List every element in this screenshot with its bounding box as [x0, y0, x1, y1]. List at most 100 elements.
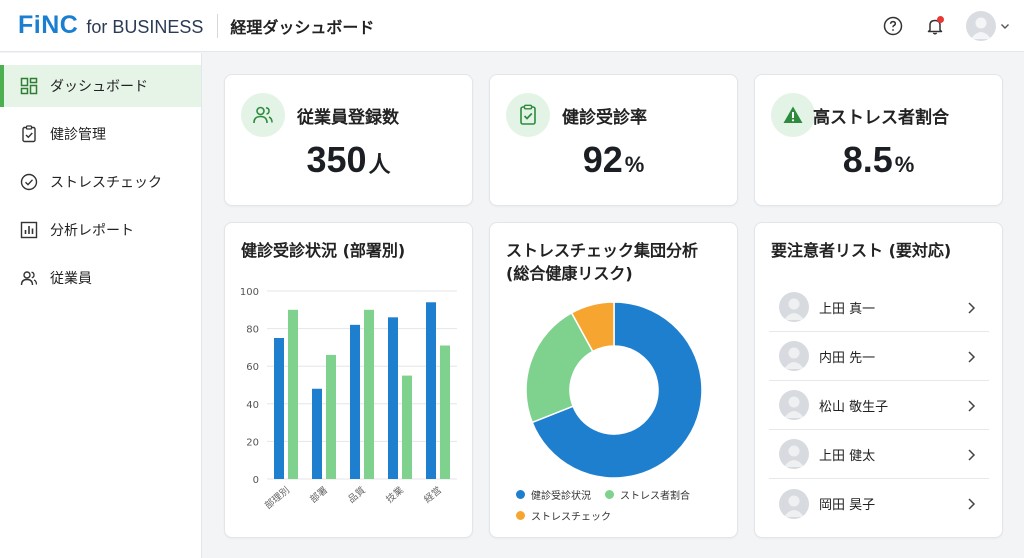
legend-swatch — [516, 511, 525, 520]
y-tick-label: 60 — [246, 362, 259, 373]
avatar — [779, 341, 809, 371]
bar — [350, 324, 360, 479]
legend-item: ストレス者割合 — [605, 487, 690, 502]
bar — [312, 388, 322, 479]
chevron-right-icon[interactable] — [965, 349, 977, 368]
sidebar-item-employees[interactable]: 従業員 — [0, 257, 201, 299]
kpi-card-high-stress: 高ストレス者割合 8.5% — [754, 74, 1003, 206]
donut-slice — [570, 301, 615, 353]
users-icon — [20, 269, 38, 287]
logo-suffix: for BUSINESS — [86, 17, 204, 37]
stress-analysis-card: ストレスチェック集団分析 (総合健康リスク) 健診受診状況 ストレス者割合 スト… — [489, 222, 738, 538]
bar — [440, 345, 450, 479]
person-name: 上田 真一 — [819, 301, 876, 317]
sidebar-item-health-checkup[interactable]: 健診管理 — [0, 113, 201, 155]
kpi-label: 従業員登録数 — [297, 107, 399, 128]
y-tick-label: 80 — [246, 325, 259, 336]
kpi-unit: % — [894, 152, 915, 177]
chevron-right-icon[interactable] — [965, 447, 977, 466]
avatar — [779, 390, 809, 420]
notification-badge — [937, 16, 944, 23]
bar-chart-icon — [20, 221, 38, 239]
page-title: 経理ダッシュボード — [230, 17, 375, 37]
header-divider — [217, 13, 219, 38]
kpi-unit: 人 — [368, 152, 391, 177]
attention-list-card: 要注意者リスト (要対応) 上田 真一 内田 先一 松山 敬生子 上田 健太 岡… — [754, 222, 1003, 538]
stress-donut-chart — [525, 301, 703, 479]
sidebar-item-label: ストレスチェック — [50, 175, 162, 191]
sidebar-item-analysis-report[interactable]: 分析レポート — [0, 209, 201, 251]
sidebar: ダッシュボード 健診管理 ストレスチェック 分析レポート 従業員 — [0, 53, 202, 558]
chevron-right-icon[interactable] — [965, 496, 977, 515]
person-name: 岡田 昊子 — [819, 498, 876, 513]
list-item[interactable]: 岡田 昊子 — [769, 479, 989, 528]
list-item[interactable]: 上田 真一 — [769, 283, 989, 332]
list-item[interactable]: 松山 敬生子 — [769, 381, 989, 430]
legend-label: 健診受診状況 — [531, 491, 591, 502]
legend-item: 健診受診状況 — [516, 487, 591, 502]
sidebar-item-label: ダッシュボード — [50, 79, 148, 95]
card-title-line2: (総合健康リスク) — [506, 264, 633, 283]
avatar — [779, 292, 809, 322]
clipboard-check-icon — [506, 93, 550, 137]
card-title-line1: ストレスチェック集団分析 — [506, 241, 699, 260]
bar — [326, 354, 336, 479]
kpi-number: 350 — [306, 139, 367, 180]
x-tick-label: 品質 — [346, 484, 368, 505]
bar — [274, 338, 284, 479]
avatar — [779, 439, 809, 469]
card-title: ストレスチェック集団分析 (総合健康リスク) — [506, 239, 698, 285]
kpi-value-high-stress: 8.5% — [755, 139, 1002, 181]
top-header: FiNC for BUSINESS 経理ダッシュボード — [0, 0, 1024, 52]
legend-item: ストレスチェック — [516, 508, 611, 523]
header-actions — [862, 0, 1010, 52]
checkup-bar-chart: 0 20 40 60 80 100 部理別 部署 品質 技業 経営 — [240, 287, 457, 512]
x-tick-label: 技業 — [384, 484, 407, 506]
list-item[interactable]: 内田 先一 — [769, 332, 989, 381]
chevron-right-icon[interactable] — [965, 300, 977, 319]
person-name: 内田 先一 — [819, 350, 876, 366]
kpi-label: 健診受診率 — [562, 107, 647, 128]
bar — [402, 375, 412, 479]
bar — [288, 309, 298, 479]
y-tick-label: 40 — [246, 400, 259, 411]
sidebar-item-label: 健診管理 — [50, 127, 106, 143]
kpi-number: 92 — [582, 139, 623, 180]
kpi-value-checkup-rate: 92% — [490, 139, 737, 181]
bar — [388, 317, 398, 479]
kpi-number: 8.5 — [842, 139, 893, 180]
card-title: 要注意者リスト (要対応) — [771, 241, 952, 260]
donut-slice — [531, 301, 703, 479]
legend-label: ストレス者割合 — [620, 491, 690, 502]
card-title: 健診受診状況 (部署別) — [241, 241, 406, 260]
kpi-card-employees: 従業員登録数 350人 — [224, 74, 473, 206]
bar — [426, 302, 436, 479]
y-tick-label: 0 — [253, 475, 259, 486]
legend-swatch — [516, 490, 525, 499]
app-logo[interactable]: FiNC for BUSINESS — [18, 11, 203, 40]
kpi-card-checkup-rate: 健診受診率 92% — [489, 74, 738, 206]
sidebar-item-dashboard[interactable]: ダッシュボード — [0, 65, 201, 107]
kpi-value-employees: 350人 — [225, 139, 472, 181]
sidebar-item-stress-check[interactable]: ストレスチェック — [0, 161, 201, 203]
bar — [364, 309, 374, 479]
chevron-right-icon[interactable] — [965, 398, 977, 417]
chevron-down-icon[interactable] — [1000, 21, 1010, 31]
list-item[interactable]: 上田 健太 — [769, 430, 989, 479]
y-tick-label: 100 — [240, 287, 259, 298]
attention-list: 上田 真一 内田 先一 松山 敬生子 上田 健太 岡田 昊子 — [769, 283, 989, 528]
logo-brand: FiNC — [18, 11, 79, 39]
person-name: 上田 健太 — [819, 448, 876, 464]
legend-swatch — [605, 490, 614, 499]
dashboard-icon — [20, 77, 38, 95]
x-tick-label: 部署 — [308, 484, 330, 505]
bell-icon[interactable] — [924, 15, 946, 37]
clipboard-check-icon — [20, 125, 38, 143]
x-tick-label: 部理別 — [262, 484, 292, 512]
help-icon[interactable] — [882, 15, 904, 37]
user-avatar-icon[interactable] — [966, 11, 996, 41]
x-tick-label: 経営 — [422, 484, 444, 505]
legend-label: ストレスチェック — [531, 512, 611, 523]
users-icon — [241, 93, 285, 137]
sidebar-item-label: 分析レポート — [50, 223, 134, 239]
